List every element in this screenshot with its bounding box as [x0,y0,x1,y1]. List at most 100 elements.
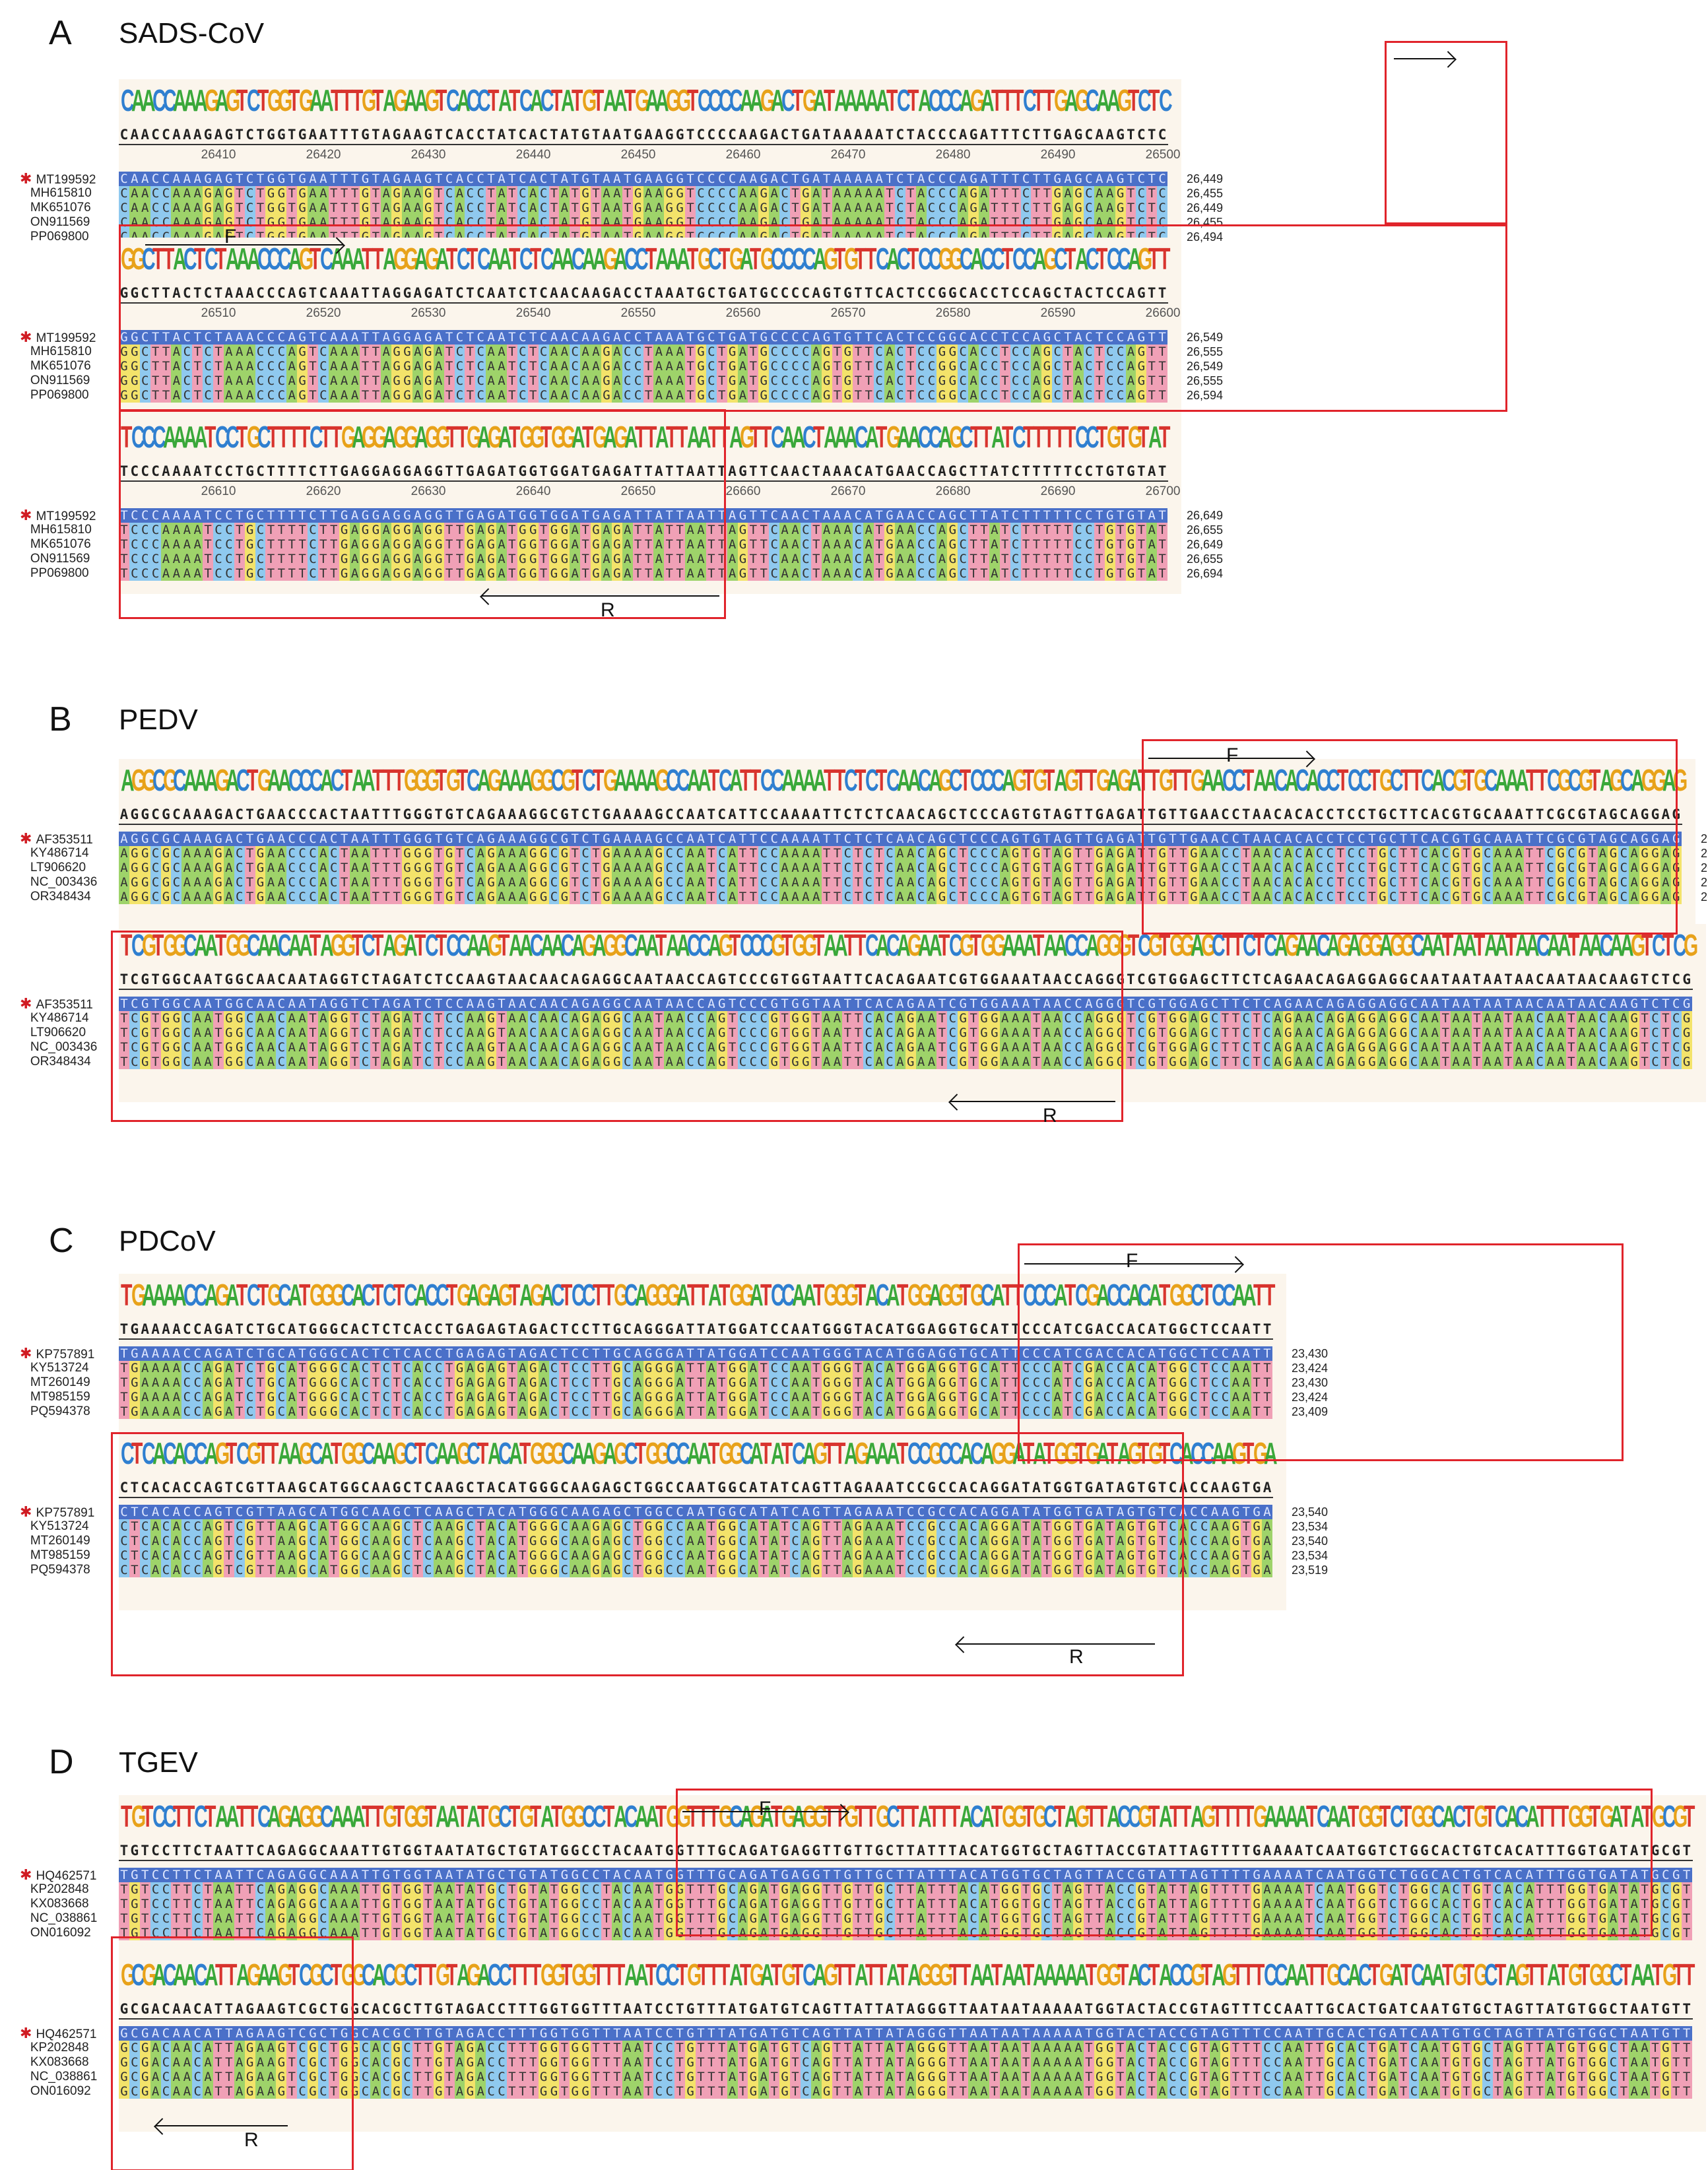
logo-base: T [708,1954,719,1996]
logo-base: A [981,1954,995,1996]
logo-base: T [477,1795,488,1837]
logo-base: G [729,1274,744,1316]
logo-base: T [1065,416,1076,458]
logo-base: T [393,759,405,801]
logo-base: G [561,759,575,801]
logo-base: T [393,1274,405,1316]
logo-base: A [865,416,879,458]
logo-base: G [614,1274,628,1316]
logo-base: T [331,79,342,121]
logo-base: G [1515,1954,1530,1996]
logo-base: C [383,1954,397,1996]
sequence-logo: GCGACAACATTAGAAGTCGCTGGCACGCTTGTAGACCTTT… [119,1954,1695,1996]
logo-base: G [530,1274,544,1316]
logo-base: T [236,1795,247,1837]
logo-base: G [561,1795,575,1837]
logo-base: T [719,1954,730,1996]
logo-base: T [372,79,383,121]
logo-base: A [1128,1954,1142,1996]
logo-base: G [488,1795,502,1837]
logo-base: T [1243,1954,1254,1996]
logo-base: T [876,759,887,801]
logo-base: G [1117,79,1132,121]
logo-base: G [582,79,597,121]
primer-label: F [759,1798,771,1820]
logo-base: A [635,759,649,801]
logo-base: C [404,1954,418,1996]
tick-label: 26410 [201,148,236,162]
logo-base: T [824,79,835,121]
logo-base: A [1505,1954,1519,1996]
logo-base: A [1065,79,1078,121]
tick-label: 26520 [306,306,341,321]
end-position: 26,555 [1187,345,1223,359]
sequence-logo: CAACCAAAGAGTCTGGTGAATTTGTAGAAGTCACCTATCA… [119,79,1173,121]
logo-base: A [1128,759,1142,801]
end-position: 26,655 [1187,523,1223,537]
logo-base: A [918,79,932,121]
logo-base: T [1128,924,1139,966]
logo-base: T [855,759,866,801]
logo-base: A [205,759,218,801]
logo-base: T [698,1274,709,1316]
logo-base: A [645,79,659,121]
logo-base: C [781,1274,795,1316]
logo-base: G [918,1954,933,1996]
tick-label: 26580 [936,306,971,321]
logo-base: T [561,1954,572,1996]
end-position: 26,812 [1701,861,1708,875]
logo-base: G [1662,1954,1677,1996]
accession-label: NC_038861 [20,1911,97,1926]
logo-base: G [457,1274,471,1316]
logo-base: T [362,1795,374,1837]
logo-base: C [593,1795,607,1837]
logo-base: G [1474,1954,1488,1996]
logo-base: A [341,1795,355,1837]
end-position: 23,540 [1292,1505,1328,1519]
logo-base: C [655,1954,669,1996]
logo-base: G [1684,924,1698,966]
position-ruler [119,824,1682,826]
logo-base: T [708,759,719,801]
logo-base: A [603,79,617,121]
logo-base: G [425,79,440,121]
accession-label: ON016092 [20,1926,91,1940]
logo-base: A [1043,1954,1057,1996]
logo-base: A [1065,1954,1078,1996]
accession-label: PQ594378 [20,1404,90,1419]
logo-base: G [750,1954,764,1996]
logo-base: A [635,1795,649,1837]
reference-star-icon: ✱ [20,1503,36,1520]
end-position: 26,455 [1187,186,1223,201]
alignment-block: GGCTTACTCTAAACCCAGTCAAATTAGGAGATCTCAATCT… [119,238,1181,416]
logo-base: G [938,1274,953,1316]
accession-label: OR348434 [20,1055,91,1069]
logo-base: C [383,1274,397,1316]
logo-base: C [1159,79,1173,121]
logo-base: T [383,759,394,801]
position-ruler [119,302,1168,305]
logo-base: A [541,1274,554,1316]
logo-base: C [551,1274,565,1316]
accession-label: ✱ MT199592 [20,172,96,187]
tick-label: 26500 [1146,148,1181,162]
logo-base: A [1107,759,1121,801]
logo-base: A [614,79,628,121]
logo-base: G [1107,416,1121,458]
logo-base: A [142,79,156,121]
logo-base: T [844,1954,855,1996]
logo-base: G [446,759,461,801]
accession-label: KP202848 [20,2041,89,2055]
end-position: 26,494 [1187,230,1223,244]
logo-base: G [551,1954,566,1996]
logo-base: T [509,1954,520,1996]
logo-base: G [393,1954,408,1996]
logo-base: A [1390,1954,1404,1996]
logo-base: T [792,1954,803,1996]
logo-base: C [1180,1954,1194,1996]
logo-base: G [655,759,670,801]
logo-base: G [310,1274,324,1316]
